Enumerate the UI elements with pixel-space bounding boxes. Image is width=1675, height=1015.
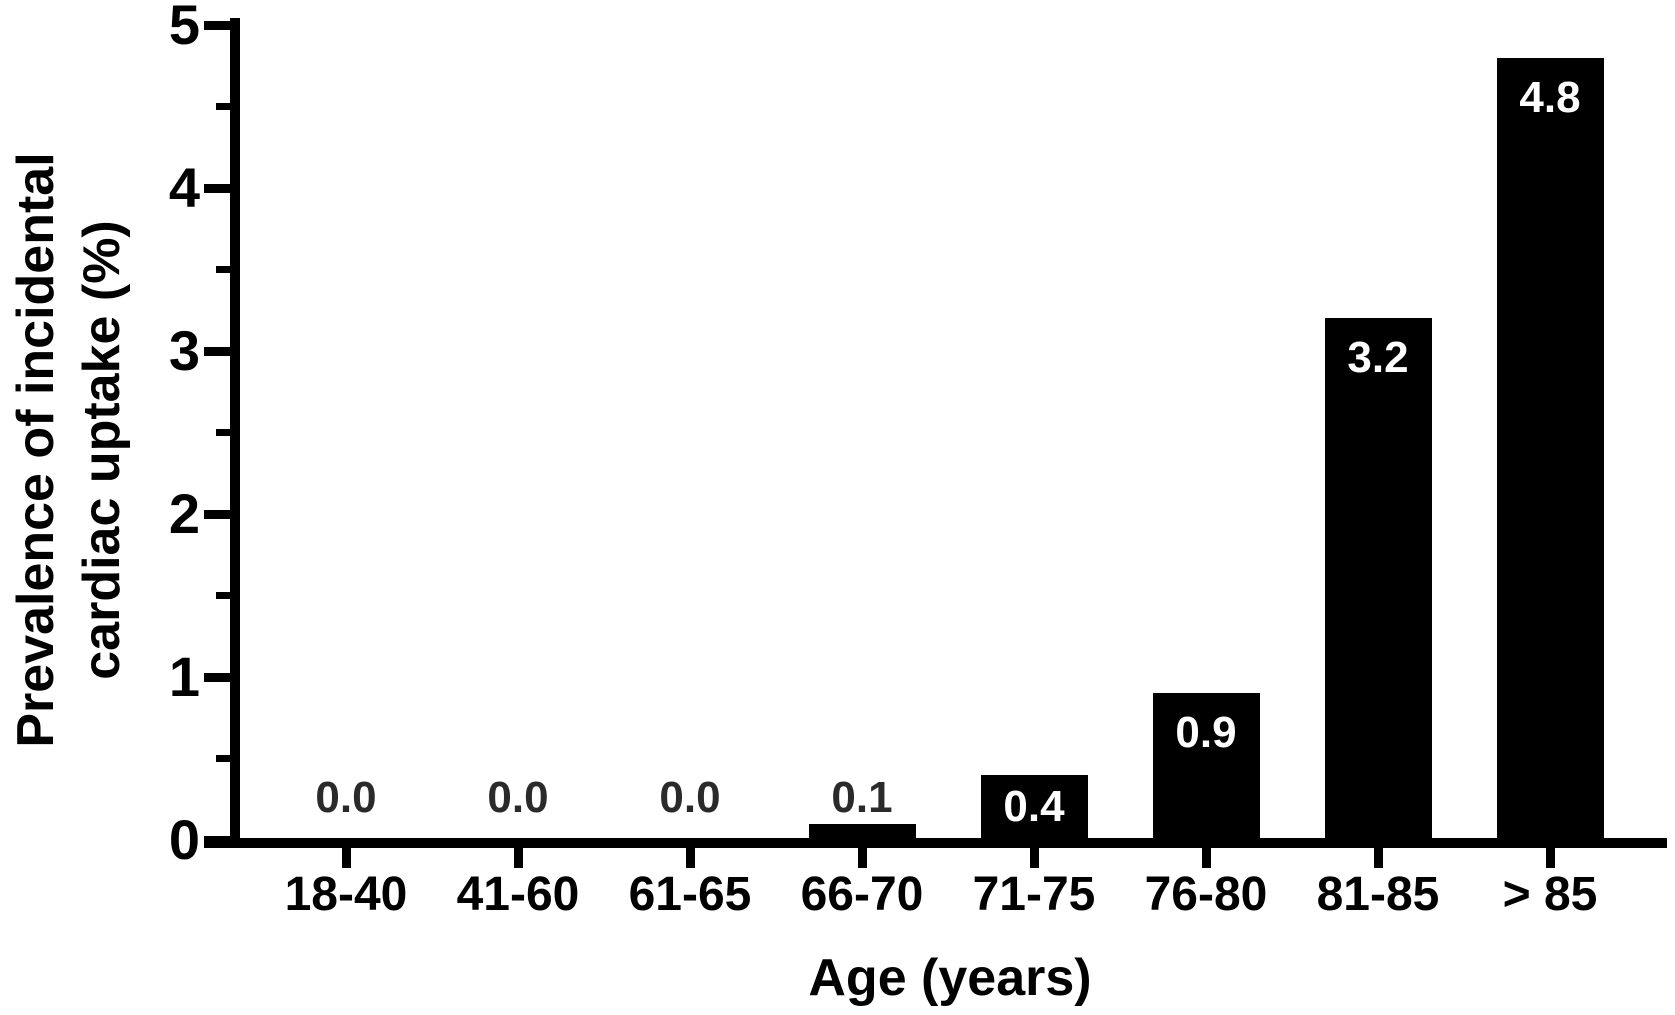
y-major-tick	[204, 836, 230, 845]
bar-value-label: 0.0	[487, 773, 549, 822]
x-tick-label: 41-60	[456, 868, 580, 921]
x-tick	[1546, 848, 1555, 868]
x-tick	[858, 848, 867, 868]
bar-value-label: 0.1	[831, 773, 893, 822]
y-tick-label: 2	[168, 482, 200, 545]
x-tick-label: 71-75	[972, 868, 1096, 921]
y-minor-tick	[216, 755, 230, 762]
y-tick-label: 4	[168, 156, 200, 219]
y-major-tick	[204, 184, 230, 193]
bar-value-label: 0.4	[1003, 782, 1065, 832]
x-tick-label: 81-85	[1316, 868, 1440, 921]
x-tick-label: > 85	[1502, 868, 1598, 921]
y-tick-label: 1	[168, 645, 200, 708]
x-tick-label: 76-80	[1144, 868, 1268, 921]
y-tick-label: 5	[168, 0, 200, 56]
y-minor-tick	[216, 103, 230, 110]
x-axis-title: Age (years)	[808, 949, 1092, 1007]
y-tick-label: 3	[168, 319, 200, 382]
x-tick	[1202, 848, 1211, 868]
y-minor-tick	[216, 592, 230, 599]
bar->85	[1496, 57, 1604, 846]
y-tick-label: 0	[168, 808, 200, 871]
bar-value-label: 0.0	[659, 773, 721, 822]
bar-value-label: 0.0	[315, 773, 377, 822]
y-minor-tick	[216, 429, 230, 436]
x-tick	[686, 848, 695, 868]
x-tick	[1030, 848, 1039, 868]
x-tick-label: 18-40	[284, 868, 408, 921]
bar-71-75	[980, 774, 1088, 846]
bar-value-label: 0.9	[1175, 708, 1237, 758]
x-tick	[514, 848, 523, 868]
y-axis-title: Prevalence of incidental cardiac uptake …	[3, 60, 137, 840]
x-tick-label: 66-70	[800, 868, 924, 921]
x-tick	[342, 848, 351, 868]
bar-value-label: 4.8	[1519, 72, 1581, 122]
bar-value-label: 3.2	[1347, 333, 1409, 383]
x-tick	[1374, 848, 1383, 868]
bar-81-85	[1324, 318, 1432, 846]
x-axis-line	[204, 838, 1667, 848]
bar-66-70	[808, 823, 916, 846]
y-major-tick	[204, 673, 230, 682]
y-axis-line	[230, 18, 240, 848]
y-axis-title-line1: Prevalence of incidental	[7, 152, 65, 748]
y-major-tick	[204, 347, 230, 356]
x-tick-label: 61-65	[628, 868, 752, 921]
y-major-tick	[204, 510, 230, 519]
bar-76-80	[1152, 693, 1260, 846]
y-major-tick	[204, 21, 230, 30]
y-minor-tick	[216, 266, 230, 273]
